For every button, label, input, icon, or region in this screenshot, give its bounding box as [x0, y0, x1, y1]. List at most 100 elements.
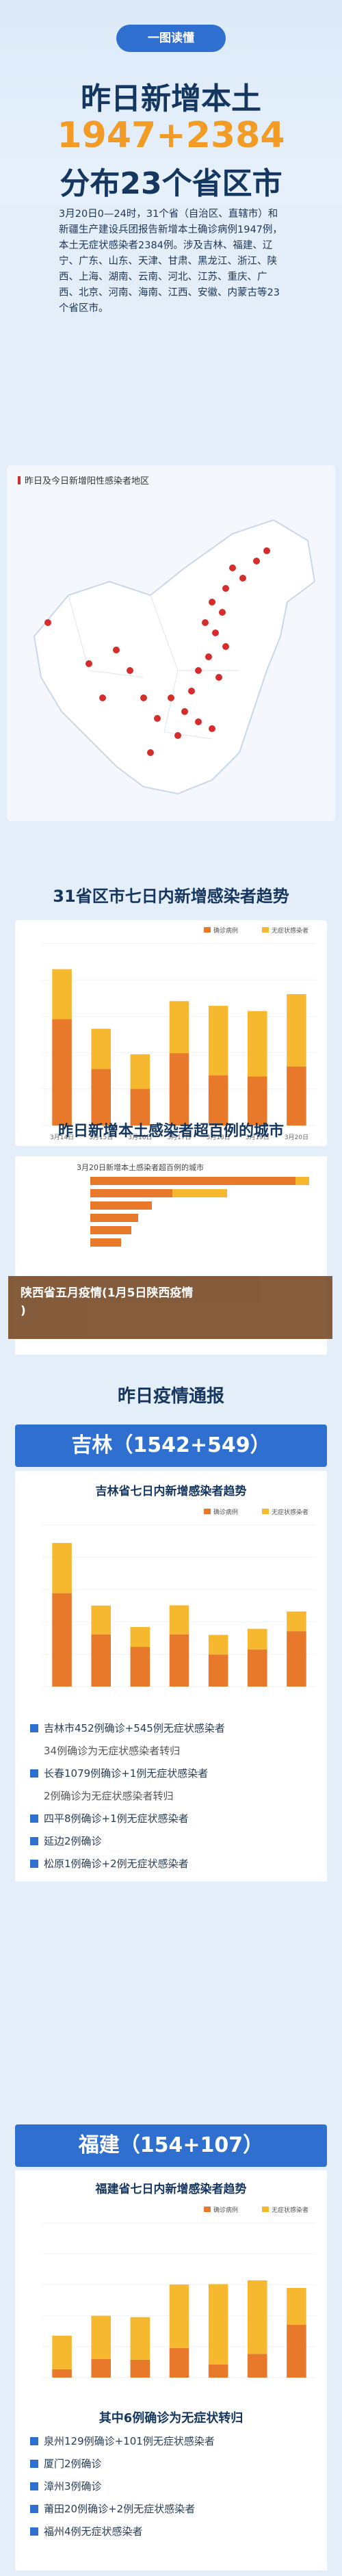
x-tick-label: 3月16日: [128, 1134, 152, 1141]
cities-bars: [90, 1177, 309, 1247]
bar-asymptomatic: [287, 1611, 306, 1632]
bar-asymptomatic: [130, 2317, 150, 2360]
bar-confirmed: [91, 1634, 111, 1687]
bar-asymptomatic: [208, 1635, 228, 1655]
bar-asymptomatic: [169, 1001, 189, 1054]
note-item: 莆田20例确诊+2例无症状感染者: [30, 2498, 317, 2521]
bar-asymptomatic: [91, 1028, 111, 1069]
bar-confirmed: [169, 1634, 189, 1687]
note-item: 四平8例确诊+1例无症状感染者: [30, 1808, 317, 1830]
section-cities-title: 昨日新增本土感染者超百例的城市: [57, 1123, 284, 1140]
trend-chart-card: 确诊病例 无症状感染者 3月14日 3月15日 3月16日 3月17日 3月18日 3月19日…: [15, 920, 327, 1146]
bullet-square-icon: [30, 2482, 38, 2490]
legend-swatch: [204, 1509, 211, 1514]
bullet-square-icon: [30, 1769, 38, 1778]
bar-confirmed: [52, 1019, 72, 1126]
bullet-square-icon: [30, 2505, 38, 2513]
bar-asymptomatic: [91, 1605, 111, 1635]
bar-asymptomatic: [248, 2280, 267, 2354]
note-item: 松原1例确诊+2例无症状感染者: [30, 1853, 317, 1875]
note-item: 长春1079例确诊+1例无症状感染者: [30, 1762, 317, 1785]
summary-paragraph: 3月20日0—24时，31个省（自治区、直辖市）和新疆生产建设兵团报告新增本土确…: [59, 209, 282, 314]
bullet-square-icon: [30, 2437, 38, 2445]
bar-asymptomatic: [248, 1628, 267, 1650]
hero-tag: 一图读懂: [116, 25, 226, 52]
bullet-square-icon: [30, 2460, 38, 2468]
legend-swatch: [204, 2207, 211, 2212]
bar-confirmed: [130, 1647, 150, 1687]
jilin-chart-card: 确诊病例 无症状感染者: [15, 1502, 327, 1707]
bar-confirmed: [208, 1075, 228, 1126]
x-tick-label: 3月20日: [285, 1134, 308, 1141]
jilin-chart: 确诊病例 无症状感染者: [42, 1508, 316, 1687]
legend-label: 确诊病例: [213, 926, 238, 935]
bar-confirmed: [248, 1649, 267, 1687]
note-item: 延边2例确诊: [30, 1830, 317, 1853]
cities-chart-title: 3月20日新增本土感染者超百例的城市: [77, 1163, 204, 1172]
bar-confirmed: [287, 1066, 306, 1126]
map-card: 昨日及今日新增阳性感染者地区: [7, 465, 335, 821]
legend-swatch: [262, 1509, 269, 1514]
note-item: 2例确诊为无症状感染者转归: [44, 1790, 174, 1802]
ticker-line2: ): [21, 1304, 26, 1318]
bullet-square-icon: [30, 1814, 38, 1823]
bar-confirmed: [91, 2358, 111, 2378]
hero-title-numbers: 1947+2384: [57, 115, 285, 156]
bar-asymptomatic: [130, 1627, 150, 1648]
jilin-chart-title: 吉林省七日内新增感染者趋势: [95, 1485, 247, 1498]
bar-confirmed: [52, 2369, 72, 2378]
bar-confirmed: [52, 1593, 72, 1687]
bar-asymptomatic: [52, 2335, 72, 2369]
x-tick-label: 3月17日: [167, 1134, 191, 1141]
legend-label: 无症状感染者: [272, 926, 308, 935]
legend-label: 确诊病例: [213, 1508, 238, 1516]
bar-confirmed: [248, 2354, 267, 2378]
bar-asymptomatic: [248, 1011, 267, 1077]
bar-asymptomatic: [169, 2284, 189, 2348]
fujian-notes: 泉州129例确诊+101例无症状感染者 厦门2例确诊 漳州3例确诊 莆田20例确…: [30, 2430, 317, 2543]
bar-confirmed: [130, 1089, 150, 1126]
bar-asymptomatic: [169, 1605, 189, 1635]
legend-swatch: [262, 2207, 269, 2212]
section-trend-title: 31省区市七日内新增感染者趋势: [53, 887, 289, 906]
bar-confirmed: [208, 1654, 228, 1687]
fujian-chart-title: 福建省七日内新增感染者趋势: [95, 2183, 247, 2196]
note-item: 泉州129例确诊+101例无症状感染者: [30, 2430, 317, 2453]
hero-banner: 一图读懂 昨日新增本土 1947+2384 分布23个省区市: [0, 0, 342, 205]
jilin-band: 吉林（1542+549）: [15, 1424, 327, 1467]
news-ticker[interactable]: 陕西省五月疫情(1月5日陕西疫情 ): [8, 1276, 332, 1339]
bar-asymptomatic: [52, 969, 72, 1019]
trend-chart: 确诊病例 无症状感染者 3月14日 3月15日 3月16日 3月17日 3月18日 3月19日…: [42, 926, 316, 1141]
bar-asymptomatic: [287, 2287, 306, 2325]
x-tick-label: 3月19日: [246, 1134, 269, 1141]
china-map: [33, 519, 316, 795]
bullet-square-icon: [30, 1837, 38, 1845]
legend-swatch: [204, 927, 211, 933]
fujian-subhead: 其中6例确诊为无症状转归: [98, 2411, 244, 2425]
note-item: 吉林市452例确诊+545例无症状感染者: [30, 1717, 317, 1740]
map-title: 昨日及今日新增阳性感染者地区: [18, 473, 149, 486]
bar-confirmed: [248, 1076, 267, 1126]
note-item: 福州4例无症状感染者: [30, 2521, 317, 2543]
bar-confirmed: [169, 1053, 189, 1126]
note-item: 漳州3例确诊: [30, 2475, 317, 2498]
note-item: 34例确诊为无症状感染者转归: [44, 1745, 181, 1757]
bar-asymptomatic: [52, 1543, 72, 1593]
map-pins: [44, 547, 270, 756]
x-tick-label: 3月18日: [207, 1134, 231, 1141]
bar-asymptomatic: [130, 1054, 150, 1089]
legend-label: 无症状感染者: [272, 1508, 308, 1516]
bar-confirmed: [91, 1069, 111, 1126]
bullet-square-icon: [30, 1724, 38, 1732]
section-yesterday-title: 昨日疫情通报: [117, 1386, 224, 1407]
x-tick-label: 3月15日: [89, 1134, 113, 1141]
bar-confirmed: [169, 2347, 189, 2378]
bar-asymptomatic: [208, 1006, 228, 1076]
bullet-square-icon: [30, 2527, 38, 2536]
ticker-line1: 陕西省五月疫情(1月5日陕西疫情: [21, 1286, 194, 1300]
bar-asymptomatic: [287, 993, 306, 1067]
legend-label: 确诊病例: [213, 2206, 238, 2214]
bullet-square-icon: [30, 1860, 38, 1868]
bar-confirmed: [287, 1631, 306, 1687]
note-item: 厦门2例确诊: [30, 2453, 317, 2475]
